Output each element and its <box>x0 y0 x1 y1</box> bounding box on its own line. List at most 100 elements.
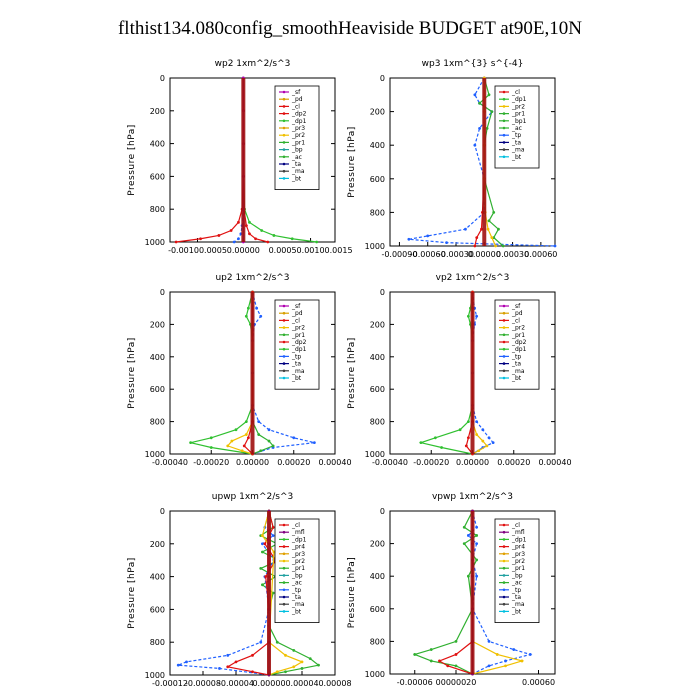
legend-label: _ta <box>291 161 301 168</box>
data-point-pr2 <box>244 433 248 436</box>
data-point-dp1 <box>244 314 248 318</box>
data-point-cl <box>446 664 450 668</box>
legend-label: _sf <box>291 303 301 310</box>
legend-label: _tp <box>511 587 521 594</box>
data-point-pr2 <box>300 660 304 664</box>
legend-label: _pd <box>291 310 303 317</box>
x-tick-label: -0.00020 <box>193 458 229 467</box>
plot-frame <box>389 77 556 247</box>
legend-marker-pr4 <box>282 545 286 548</box>
x-tick-label: 0.00040 <box>318 458 351 467</box>
data-point-cl <box>234 660 238 664</box>
legend-label: _pr3 <box>511 551 525 558</box>
chart-panel-1: wp3 1xm^{3} s^{-4} Pressure [hPa] 0 200 400 6… <box>347 59 557 259</box>
legend-marker-pr1 <box>502 333 506 337</box>
data-point-pr1 <box>454 664 458 668</box>
data-point-pr2 <box>275 670 279 674</box>
legend-label: _bt <box>291 175 302 182</box>
legend-label: _pr1 <box>291 139 305 146</box>
legend-label: _bt <box>291 375 302 382</box>
data-point-pr2 <box>504 664 507 668</box>
data-point-cl <box>464 444 468 448</box>
x-tick-label: -0.00012 <box>152 679 188 688</box>
data-point-tp <box>475 314 479 318</box>
legend-marker-cl <box>282 105 286 108</box>
x-tick-label: 0.00030 <box>496 250 529 259</box>
x-tick-label: -0.00020 <box>413 458 449 467</box>
y-axis-label: Pressure [hPa] <box>347 126 357 198</box>
legend-marker-tp <box>502 588 506 592</box>
legend-label: _dp2 <box>511 339 527 346</box>
y-tick-label: 1000 <box>365 670 385 679</box>
legend-label: _bp1 <box>511 118 527 125</box>
legend-marker-cl <box>502 90 506 94</box>
legend-label: _ma <box>291 368 305 375</box>
data-point-pr1 <box>462 542 466 545</box>
data-point-pr1 <box>271 444 275 448</box>
data-point-pr2 <box>475 433 479 436</box>
y-tick-label: 400 <box>150 353 165 362</box>
data-point-dp1 <box>440 446 443 449</box>
legend-label: _ma <box>291 168 305 175</box>
data-point-ac <box>485 126 489 130</box>
legend-box <box>274 518 320 623</box>
x-tick-label: -0.00030 <box>438 250 474 259</box>
legend-marker-pr3 <box>502 552 506 556</box>
legend-label: _ta <box>291 594 301 601</box>
data-point-dp1 <box>209 446 213 449</box>
legend-marker-ta <box>282 595 286 599</box>
data-point-pr1 <box>475 534 479 537</box>
legend-label: _ac <box>291 154 302 161</box>
data-point-cl <box>263 542 267 546</box>
legend-label: _ma <box>291 601 305 608</box>
x-tick-label: -0.00100.0005 <box>168 246 227 255</box>
data-point-tp <box>504 659 507 663</box>
legend-label: _bt <box>511 154 522 161</box>
x-tick-label: 00000020 <box>436 678 477 687</box>
y-tick-label: 0 <box>380 74 385 83</box>
panel-title: up2 1xm^2/s^3 <box>215 273 289 283</box>
legend-label: _pr3 <box>291 551 305 558</box>
data-point-tp <box>271 534 275 537</box>
data-point-tp <box>261 542 264 546</box>
legend-label: _ta <box>291 361 301 368</box>
data-point-dp1 <box>466 420 470 423</box>
y-tick-label: 800 <box>370 637 385 646</box>
data-point-ac <box>492 211 496 214</box>
data-point-pr2 <box>226 444 230 448</box>
data-point-cl <box>466 436 470 440</box>
chart-panel-2: up2 1xm^2/s^3 Pressure [hPa] 0 200 400 600 800… <box>127 273 352 467</box>
legend-label: _ta <box>511 361 521 368</box>
y-tick-label: 800 <box>150 418 165 427</box>
y-tick-label: 1000 <box>365 242 385 251</box>
x-tick-label: 0.00060 <box>524 250 557 259</box>
legend-marker-dp2 <box>282 340 286 344</box>
legend-marker-ta <box>502 595 506 599</box>
legend-marker-pr3 <box>282 552 286 556</box>
legend-marker-pr2 <box>502 105 506 108</box>
y-tick-label: 1000 <box>145 671 165 680</box>
data-point-dp1 <box>315 240 319 244</box>
legend-marker-ma <box>282 602 286 606</box>
data-point-pr1 <box>308 657 312 660</box>
legend-marker-tp <box>282 355 286 358</box>
chart-panel-0: wp2 1xm^2/s^3 Pressure [hPa] 0 200 400 600 800… <box>127 59 353 255</box>
y-tick-label: 400 <box>370 353 385 362</box>
legend-label: _dp1 <box>291 346 307 353</box>
legend-marker-bt <box>502 376 506 380</box>
y-tick-label: 400 <box>150 140 165 149</box>
data-point-pr2 <box>494 244 497 248</box>
legend-label: _bt <box>511 608 522 615</box>
legend-label: _ac <box>291 580 302 587</box>
y-tick-label: 600 <box>370 605 385 614</box>
y-tick-label: 0 <box>160 74 165 83</box>
legend-label: _pr2 <box>511 103 525 110</box>
data-point-tp <box>218 667 221 670</box>
panel-title: vp2 1xm^2/s^3 <box>436 273 510 283</box>
data-point-tp <box>226 653 230 657</box>
data-point-pr2 <box>486 227 490 231</box>
legend-marker-bp <box>282 148 286 151</box>
data-point-cl <box>174 240 178 244</box>
y-tick-label: 600 <box>150 385 165 394</box>
data-point-tp <box>255 306 259 310</box>
